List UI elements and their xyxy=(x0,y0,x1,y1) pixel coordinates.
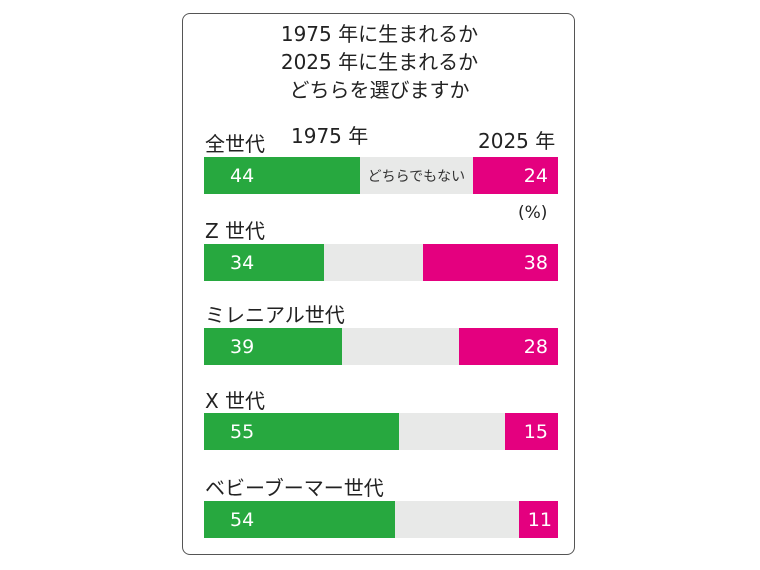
seg-1975: 54 xyxy=(204,501,396,538)
seg-1975: 39 xyxy=(204,328,343,365)
title-line-2: 2025 年に生まれるか xyxy=(280,50,479,74)
bar-millennial: 39 28 xyxy=(204,328,558,365)
chart-frame xyxy=(182,13,575,555)
chart-title: 1975 年に生まれるか 2025 年に生まれるか どちらを選びますか xyxy=(182,20,577,104)
group-label-all: 全世代 xyxy=(205,132,265,156)
seg-neither xyxy=(342,328,459,365)
group-label-millennial: ミレニアル世代 xyxy=(205,303,345,327)
bar-x: 55 15 xyxy=(204,413,558,450)
seg-2025: 15 xyxy=(504,413,558,450)
group-label-boomer: ベビーブーマー世代 xyxy=(205,476,384,500)
seg-2025: 28 xyxy=(458,328,558,365)
group-label-x: X 世代 xyxy=(205,389,266,413)
bar-z: 34 38 xyxy=(204,244,558,281)
seg-1975: 34 xyxy=(204,244,325,281)
legend-2025: 2025 年 xyxy=(478,129,556,153)
seg-2025: 11 xyxy=(519,501,558,538)
title-line-1: 1975 年に生まれるか xyxy=(280,22,479,46)
seg-neither: どちらでもない xyxy=(359,157,474,194)
seg-1975: 55 xyxy=(204,413,399,450)
group-label-z: Z 世代 xyxy=(205,219,266,243)
seg-2025: 38 xyxy=(423,244,558,281)
unit-label: (%) xyxy=(518,203,548,223)
bar-boomer: 54 11 xyxy=(204,501,558,538)
seg-1975: 44 xyxy=(204,157,360,194)
seg-neither xyxy=(395,501,520,538)
title-line-3: どちらを選びますか xyxy=(289,78,470,102)
legend-1975: 1975 年 xyxy=(291,124,369,148)
seg-neither xyxy=(324,244,424,281)
seg-2025: 24 xyxy=(473,157,558,194)
seg-neither xyxy=(398,413,505,450)
bar-all: 44 どちらでもない 24 xyxy=(204,157,558,194)
